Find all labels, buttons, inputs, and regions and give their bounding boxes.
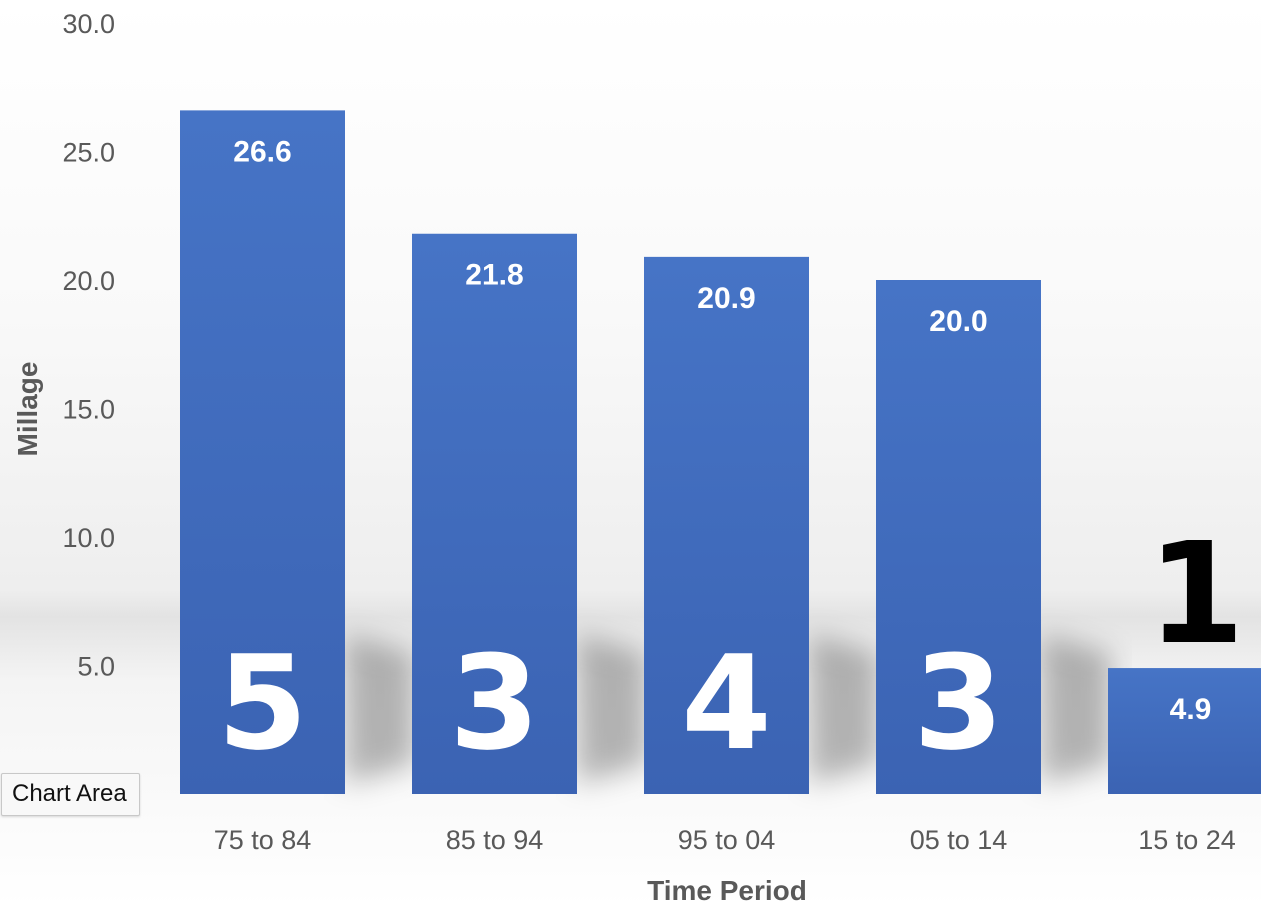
x-tick-label: 95 to 04 bbox=[678, 825, 776, 855]
bar bbox=[876, 280, 1041, 794]
bar-annotation-number: 5 bbox=[217, 627, 307, 779]
x-tick-label: 85 to 94 bbox=[446, 825, 544, 855]
bar-shadow bbox=[577, 634, 647, 784]
data-labels: 26.6 21.8 20.9 20.0 4.9 bbox=[233, 135, 1211, 726]
y-tick-label: 15.0 bbox=[62, 395, 115, 425]
x-axis-ticks: 75 to 84 85 to 94 95 to 04 05 to 14 15 to 24 bbox=[214, 825, 1236, 855]
y-axis-title: Millage bbox=[12, 362, 43, 457]
x-tick-label: 15 to 24 bbox=[1138, 825, 1236, 855]
bar bbox=[1108, 668, 1261, 794]
bar-annotation-number: 3 bbox=[449, 627, 539, 779]
y-axis-ticks: 5.0 10.0 15.0 20.0 25.0 30.0 bbox=[62, 9, 115, 682]
data-label: 26.6 bbox=[233, 135, 291, 168]
y-tick-label: 25.0 bbox=[62, 138, 115, 168]
data-label: 21.8 bbox=[465, 259, 523, 292]
y-tick-label: 30.0 bbox=[62, 9, 115, 39]
y-tick-label: 20.0 bbox=[62, 266, 115, 296]
bar-shadow bbox=[345, 634, 415, 784]
y-tick-label: 10.0 bbox=[62, 523, 115, 553]
y-tick-label: 5.0 bbox=[77, 652, 115, 682]
x-tick-label: 75 to 84 bbox=[214, 825, 312, 855]
x-axis-title: Time Period bbox=[647, 875, 807, 906]
bar bbox=[180, 110, 345, 794]
bar bbox=[644, 256, 809, 794]
bar-shadow bbox=[809, 634, 879, 784]
chart-area-tooltip: Chart Area bbox=[1, 773, 140, 816]
bars bbox=[180, 110, 1261, 795]
callout-number: 1 bbox=[1147, 513, 1244, 676]
data-label: 4.9 bbox=[1170, 693, 1212, 726]
bar-annotation-number: 3 bbox=[913, 627, 1003, 779]
bar-annotation-number: 4 bbox=[681, 627, 771, 779]
data-label: 20.0 bbox=[929, 305, 987, 338]
x-tick-label: 05 to 14 bbox=[910, 825, 1008, 855]
bar-shadows bbox=[345, 634, 1111, 784]
bar-shadow bbox=[1041, 634, 1111, 784]
data-label: 20.9 bbox=[697, 282, 755, 315]
bar bbox=[412, 233, 577, 795]
